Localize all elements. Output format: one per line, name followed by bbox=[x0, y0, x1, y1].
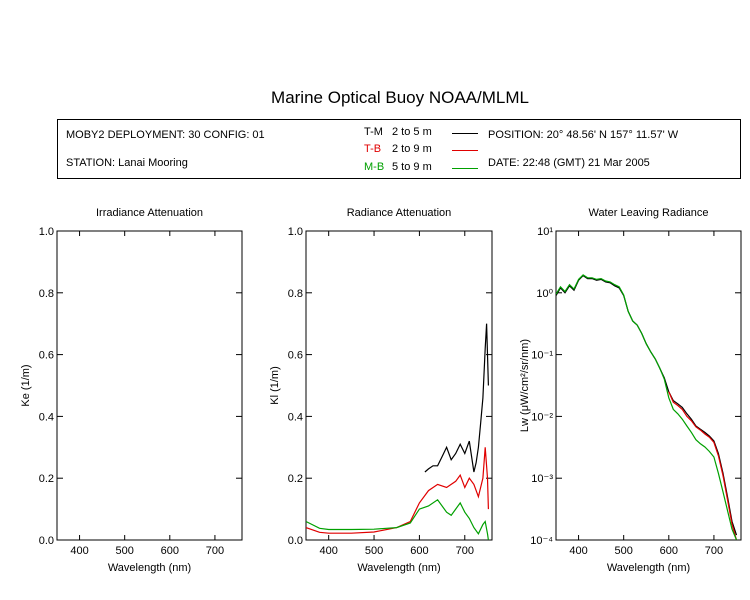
x-tick-label: 600 bbox=[161, 545, 179, 557]
deployment-text: MOBY2 DEPLOYMENT: 30 CONFIG: 01 bbox=[66, 129, 265, 141]
info-box: MOBY2 DEPLOYMENT: 30 CONFIG: 01 STATION:… bbox=[57, 119, 741, 179]
y-tick-label: 10⁻² bbox=[531, 411, 553, 423]
legend-range: 2 to 9 m bbox=[392, 143, 432, 155]
y-tick-label: 1.0 bbox=[39, 226, 54, 238]
y-tick-label: 10¹ bbox=[537, 226, 553, 238]
y-axis-label: Lw (μW/cm²/sr/nm) bbox=[519, 339, 531, 432]
y-tick-label: 10⁻¹ bbox=[531, 350, 553, 362]
y-tick-label: 0.8 bbox=[288, 288, 303, 300]
page-title: Marine Optical Buoy NOAA/MLML bbox=[271, 88, 529, 107]
x-axis-label: Wavelength (nm) bbox=[108, 562, 191, 574]
legend-line bbox=[452, 150, 478, 151]
position-text: POSITION: 20° 48.56' N 157° 11.57' W bbox=[488, 129, 679, 141]
y-tick-label: 0.0 bbox=[39, 535, 54, 547]
station-text: STATION: Lanai Mooring bbox=[66, 157, 188, 169]
chart-panel-2: Radiance Attenuation Wavelength (nm) Kl (1… bbox=[269, 207, 493, 574]
y-tick-label: 0.2 bbox=[288, 473, 303, 485]
y-tick-label: 10⁻³ bbox=[531, 473, 553, 485]
legend-item-t-m: T-M 2 to 5 m bbox=[364, 126, 479, 142]
y-tick-label: 0.0 bbox=[288, 535, 303, 547]
plot-frame bbox=[56, 230, 243, 541]
series-line-2 bbox=[306, 447, 489, 534]
y-tick-label: 0.6 bbox=[39, 350, 54, 362]
y-tick-label: 0.4 bbox=[39, 411, 54, 423]
legend-item-t-b: T-B 2 to 9 m bbox=[364, 143, 479, 159]
x-tick-label: 700 bbox=[705, 545, 723, 557]
series-line-2 bbox=[668, 391, 738, 540]
x-tick-label: 500 bbox=[365, 545, 383, 557]
x-tick-label: 700 bbox=[456, 545, 474, 557]
x-tick-label: 600 bbox=[660, 545, 678, 557]
legend-line bbox=[452, 168, 478, 169]
x-tick-label: 400 bbox=[70, 545, 88, 557]
y-tick-label: 0.2 bbox=[39, 473, 54, 485]
plot-frame bbox=[305, 230, 493, 541]
plot-frame bbox=[555, 230, 742, 541]
x-axis-label: Wavelength (nm) bbox=[607, 562, 690, 574]
y-tick-label: 10⁰ bbox=[536, 288, 553, 300]
x-tick-label: 400 bbox=[320, 545, 338, 557]
x-tick-label: 600 bbox=[410, 545, 428, 557]
chart-title: Water Leaving Radiance bbox=[588, 207, 708, 219]
x-tick-label: 700 bbox=[206, 545, 224, 557]
chart-title: Irradiance Attenuation bbox=[96, 207, 203, 219]
legend-code: M-B bbox=[364, 161, 385, 173]
legend-code: T-B bbox=[364, 143, 382, 155]
series-line-3 bbox=[556, 274, 738, 540]
x-axis-label: Wavelength (nm) bbox=[357, 562, 440, 574]
y-axis-label: Ke (1/m) bbox=[20, 364, 32, 406]
chart-panel-3: Water Leaving Radiance Wavelength (nm) Lw … bbox=[519, 207, 742, 574]
y-tick-label: 0.4 bbox=[288, 411, 303, 423]
series-line-1 bbox=[424, 323, 489, 473]
legend-item-m-b: M-B 5 to 9 m bbox=[364, 161, 479, 177]
series-line-1 bbox=[556, 274, 738, 536]
legend-code: T-M bbox=[364, 126, 383, 138]
y-tick-label: 1.0 bbox=[288, 226, 303, 238]
series-line-3 bbox=[306, 498, 489, 540]
date-text: DATE: 22:48 (GMT) 21 Mar 2005 bbox=[488, 157, 650, 169]
y-axis-label: Kl (1/m) bbox=[269, 366, 281, 405]
legend-range: 5 to 9 m bbox=[392, 161, 432, 173]
y-tick-label: 0.6 bbox=[288, 350, 303, 362]
x-tick-label: 500 bbox=[116, 545, 134, 557]
y-tick-label: 0.8 bbox=[39, 288, 54, 300]
legend-line bbox=[452, 133, 478, 134]
chart-panel-1: Irradiance Attenuation Wavelength (nm) Ke … bbox=[20, 207, 243, 574]
x-tick-label: 400 bbox=[569, 545, 587, 557]
legend-range: 2 to 5 m bbox=[392, 126, 432, 138]
chart-title: Radiance Attenuation bbox=[347, 207, 452, 219]
x-tick-label: 500 bbox=[615, 545, 633, 557]
y-tick-label: 10⁻⁴ bbox=[530, 535, 553, 547]
